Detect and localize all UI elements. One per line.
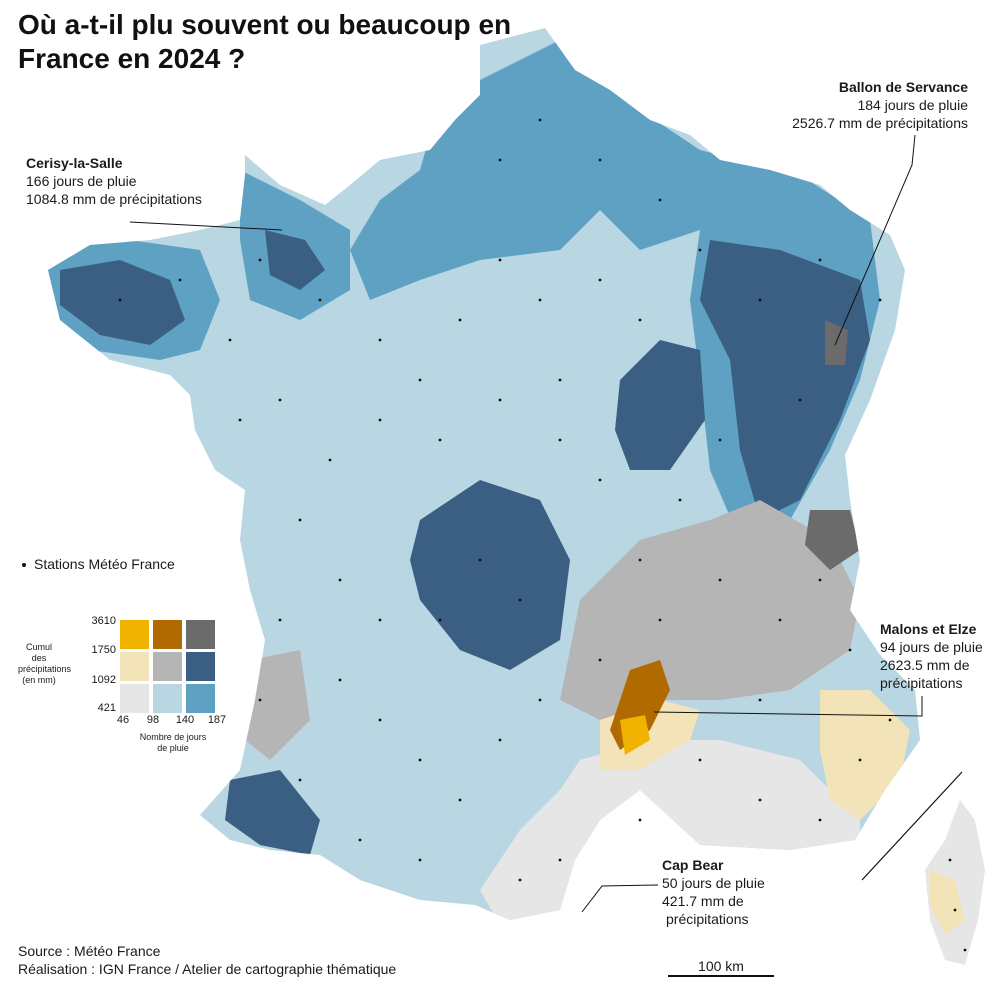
footer: Source : Météo France Réalisation : IGN … — [18, 942, 396, 978]
annotation-malons-days: 94 jours de pluie — [880, 639, 983, 655]
brittany-dark-blue-zone — [60, 260, 185, 345]
mediterranean-light-grey-zone — [480, 740, 860, 920]
annotation-cerisy-days: 166 jours de pluie — [26, 173, 137, 189]
legend-x-tick: 187 — [207, 714, 227, 726]
annotation-ballon-name: Ballon de Servance — [838, 79, 968, 95]
footer-realisation: Réalisation : IGN France / Atelier de ca… — [18, 961, 397, 977]
malons-leader — [653, 696, 923, 717]
annotation-malons-name: Malons et Elze — [880, 621, 977, 637]
bivariate-legend: Cumul des précipitations (en mm) 3610 17… — [18, 612, 226, 762]
legend-cell-grey — [153, 652, 182, 681]
legend-stations: Stations Météo France — [22, 556, 175, 572]
annotation-malons-precip-1: 2623.5 mm de — [880, 657, 970, 673]
southwest-dark-blue-zone — [225, 770, 320, 855]
annotation-malons-precip-2: précipitations — [880, 675, 963, 691]
legend-y-title: Cumul des précipitations (en mm) — [18, 642, 72, 686]
footer-source: Source : Météo France — [18, 943, 161, 959]
annotation-cerisy: Cerisy-la-Salle 166 jours de pluie 1084.… — [26, 154, 202, 208]
cerisy-leader — [129, 221, 283, 231]
legend-y-title-line: précipitations — [18, 664, 72, 674]
massif-central-dark-blue-zone — [410, 480, 570, 670]
legend-y-tick: 1092 — [91, 674, 116, 686]
corsica-separator — [861, 771, 963, 881]
annotation-cerisy-precip: 1084.8 mm de précipitations — [26, 191, 202, 207]
north-mid-blue-zone — [350, 40, 700, 300]
map-title: Où a-t-il plu souvent ou beaucoup en Fra… — [18, 9, 512, 74]
ballon-leader — [834, 134, 916, 346]
legend-cell-light-grey — [120, 684, 149, 713]
station-dot-icon — [22, 563, 26, 568]
station-dots — [118, 118, 967, 952]
annotation-capbear: Cap Bear 50 jours de pluie 421.7 mm de p… — [662, 856, 765, 928]
legend-stations-label: Stations Météo France — [34, 556, 175, 572]
annotation-ballon-days: 184 jours de pluie — [857, 97, 968, 113]
legend-cell-dark-grey — [186, 620, 215, 649]
legend-x-tick: 46 — [116, 714, 130, 726]
vosges-dark-blue-zone — [700, 240, 870, 520]
legend-x-tick: 98 — [146, 714, 160, 726]
legend-cell-light-yellow — [120, 652, 149, 681]
legend-x-tick: 140 — [175, 714, 195, 726]
rhone-grey-zone — [560, 500, 860, 720]
landes-grey-zone — [245, 650, 310, 760]
annotation-capbear-precip-1: 421.7 mm de — [662, 893, 744, 909]
legend-cell-mid-blue — [186, 684, 215, 713]
burgundy-dark-blue-zone — [615, 340, 705, 470]
legend-x-title-line: de pluie — [157, 743, 189, 753]
annotation-malons: Malons et Elze 94 jours de pluie 2623.5 … — [880, 620, 998, 692]
capbear-leader — [581, 884, 659, 913]
legend-y-title-line: (en mm) — [22, 675, 56, 685]
legend-cell-brown — [153, 620, 182, 649]
legend-y-tick: 421 — [97, 702, 116, 714]
annotation-capbear-days: 50 jours de pluie — [662, 875, 765, 891]
normandy-dark-blue-zone — [265, 230, 325, 290]
annotation-ballon: Ballon de Servance 184 jours de pluie 25… — [792, 78, 968, 132]
alps-dark-grey-zone — [805, 510, 860, 570]
legend-y-tick: 3610 — [91, 615, 116, 627]
legend-cell-light-blue — [153, 684, 182, 713]
legend-cell-dark-blue — [186, 652, 215, 681]
annotation-capbear-precip-2: précipitations — [666, 911, 749, 927]
cevennes-gold-zone — [620, 715, 650, 755]
scale-line — [668, 975, 774, 977]
legend-y-title-line: Cumul — [25, 642, 52, 652]
annotation-capbear-name: Cap Bear — [662, 857, 724, 873]
annotation-ballon-precip: 2526.7 mm de précipitations — [792, 115, 968, 131]
legend-x-title: Nombre de jours de pluie — [118, 732, 228, 754]
legend-y-tick: 1750 — [91, 644, 116, 656]
annotation-cerisy-name: Cerisy-la-Salle — [26, 155, 123, 171]
legend-y-title-line: des — [31, 653, 47, 663]
annotation-leaders — [129, 134, 923, 913]
scale-bar: 100 km — [668, 958, 774, 977]
legend-cell-gold — [120, 620, 149, 649]
corsica-yellow-zone — [930, 870, 965, 935]
scale-label: 100 km — [698, 958, 744, 974]
legend-x-title-line: Nombre de jours — [139, 732, 207, 742]
